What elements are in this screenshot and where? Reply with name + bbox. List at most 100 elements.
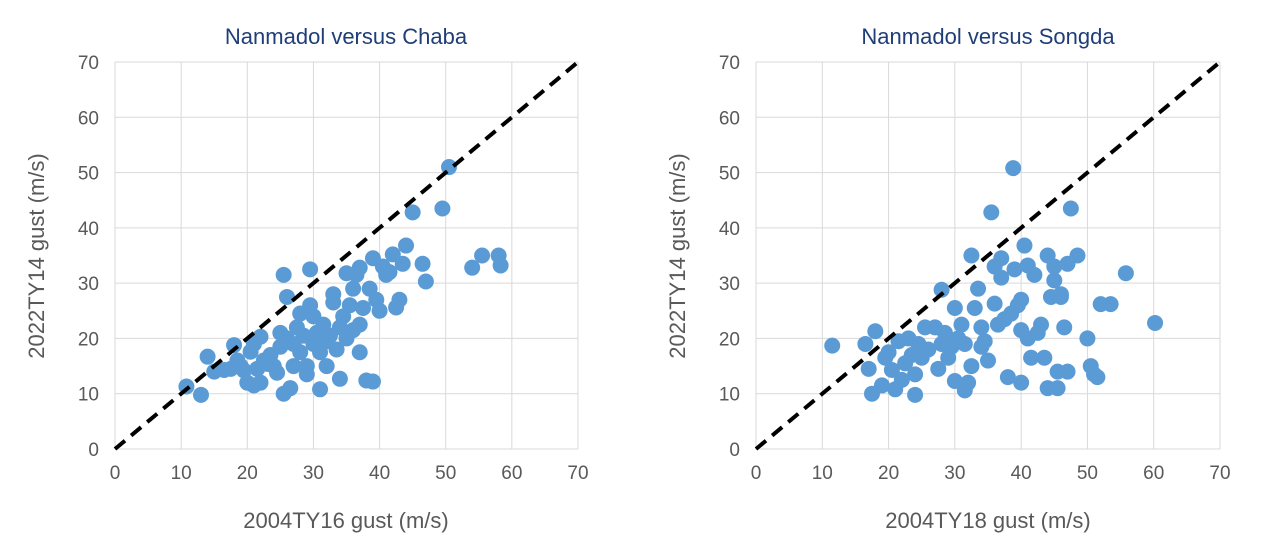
y-axis-label: 2022TY14 gust (m/s) xyxy=(24,153,49,358)
y-tick-label: 10 xyxy=(719,385,740,406)
data-point xyxy=(298,366,315,383)
data-point xyxy=(364,373,381,390)
data-point xyxy=(857,335,874,352)
data-point xyxy=(355,300,372,317)
y-tick-label: 40 xyxy=(719,219,740,240)
chart-nanmadol-songda: Nanmadol versus Songda 2004TY18 gust (m/… xyxy=(665,24,1231,533)
data-point xyxy=(1046,258,1063,275)
data-point xyxy=(1036,349,1053,366)
data-point xyxy=(986,295,1003,312)
data-point xyxy=(946,372,963,389)
data-point xyxy=(474,247,491,264)
data-point xyxy=(980,352,996,369)
data-point xyxy=(1062,200,1079,217)
y-tick-label: 50 xyxy=(78,164,99,185)
data-point xyxy=(252,328,269,345)
data-point xyxy=(1006,261,1023,278)
data-point xyxy=(199,348,216,365)
data-point xyxy=(867,323,884,340)
x-axis-label: 2004TY16 gust (m/s) xyxy=(243,508,448,533)
x-tick-label: 70 xyxy=(1209,463,1230,484)
data-point xyxy=(976,333,993,350)
one-to-one-reference-line xyxy=(754,60,1222,451)
data-point xyxy=(946,300,963,317)
y-tick-label: 60 xyxy=(78,108,99,129)
x-tick-label: 30 xyxy=(303,463,324,484)
data-point xyxy=(883,361,900,378)
data-point xyxy=(341,297,358,314)
data-point xyxy=(966,300,983,317)
data-point xyxy=(999,369,1016,386)
data-point xyxy=(285,358,302,375)
chart-nanmadol-chaba: Nanmadol versus Chaba 2004TY16 gust (m/s… xyxy=(24,24,589,533)
data-point xyxy=(824,337,841,354)
data-point xyxy=(302,261,319,278)
data-point xyxy=(963,247,980,264)
data-point xyxy=(1102,296,1119,313)
x-tick-label: 0 xyxy=(110,463,121,484)
chart-title: Nanmadol versus Songda xyxy=(861,24,1115,49)
data-point xyxy=(1005,160,1022,177)
one-to-one-reference-line xyxy=(113,60,580,451)
data-point xyxy=(398,237,415,254)
y-tick-label: 30 xyxy=(719,274,740,295)
x-tick-label: 60 xyxy=(501,463,522,484)
data-point xyxy=(930,360,947,377)
data-point xyxy=(345,280,362,297)
data-point xyxy=(417,273,434,290)
data-point xyxy=(292,344,309,361)
data-point xyxy=(434,200,451,217)
data-point xyxy=(351,316,368,333)
data-point xyxy=(860,360,877,377)
x-tick-label: 70 xyxy=(567,463,588,484)
x-tick-label: 40 xyxy=(369,463,390,484)
data-point xyxy=(192,386,209,403)
data-point xyxy=(973,319,990,336)
x-tick-label: 0 xyxy=(751,463,762,484)
x-tick-label: 20 xyxy=(878,463,899,484)
data-point xyxy=(226,337,243,354)
data-point xyxy=(1033,316,1050,333)
data-point xyxy=(1147,314,1164,331)
data-point xyxy=(371,302,388,319)
x-tick-label: 50 xyxy=(435,463,456,484)
data-point xyxy=(920,341,937,358)
y-tick-label: 0 xyxy=(88,440,99,461)
data-points xyxy=(178,159,509,403)
data-point xyxy=(325,294,342,311)
y-tick-label: 50 xyxy=(719,164,740,185)
data-point xyxy=(1059,363,1076,380)
x-tick-label: 40 xyxy=(1011,463,1032,484)
data-point xyxy=(953,316,970,333)
x-axis-label: 2004TY18 gust (m/s) xyxy=(885,508,1090,533)
x-tick-label: 30 xyxy=(944,463,965,484)
data-point xyxy=(960,374,977,391)
data-point xyxy=(907,366,924,383)
data-point xyxy=(1026,266,1043,283)
data-point xyxy=(983,204,1000,221)
y-tick-label: 20 xyxy=(719,329,740,350)
x-tick-label: 10 xyxy=(171,463,192,484)
chart-title: Nanmadol versus Chaba xyxy=(225,24,468,49)
y-tick-label: 70 xyxy=(78,53,99,74)
x-tick-label: 50 xyxy=(1077,463,1098,484)
data-point xyxy=(351,344,368,361)
data-point xyxy=(1056,319,1073,336)
data-point xyxy=(993,269,1010,286)
data-point xyxy=(907,386,924,403)
data-point xyxy=(1079,330,1096,347)
data-point xyxy=(1052,288,1069,305)
data-point xyxy=(1089,369,1106,386)
data-point xyxy=(1046,272,1063,289)
data-point xyxy=(492,257,509,274)
data-point xyxy=(414,255,431,272)
data-point xyxy=(893,371,910,388)
data-point xyxy=(275,266,292,283)
data-point xyxy=(936,324,953,341)
y-tick-label: 60 xyxy=(719,108,740,129)
data-point xyxy=(252,374,269,391)
data-point xyxy=(993,250,1010,267)
data-point xyxy=(1023,349,1040,366)
data-point xyxy=(880,344,897,361)
